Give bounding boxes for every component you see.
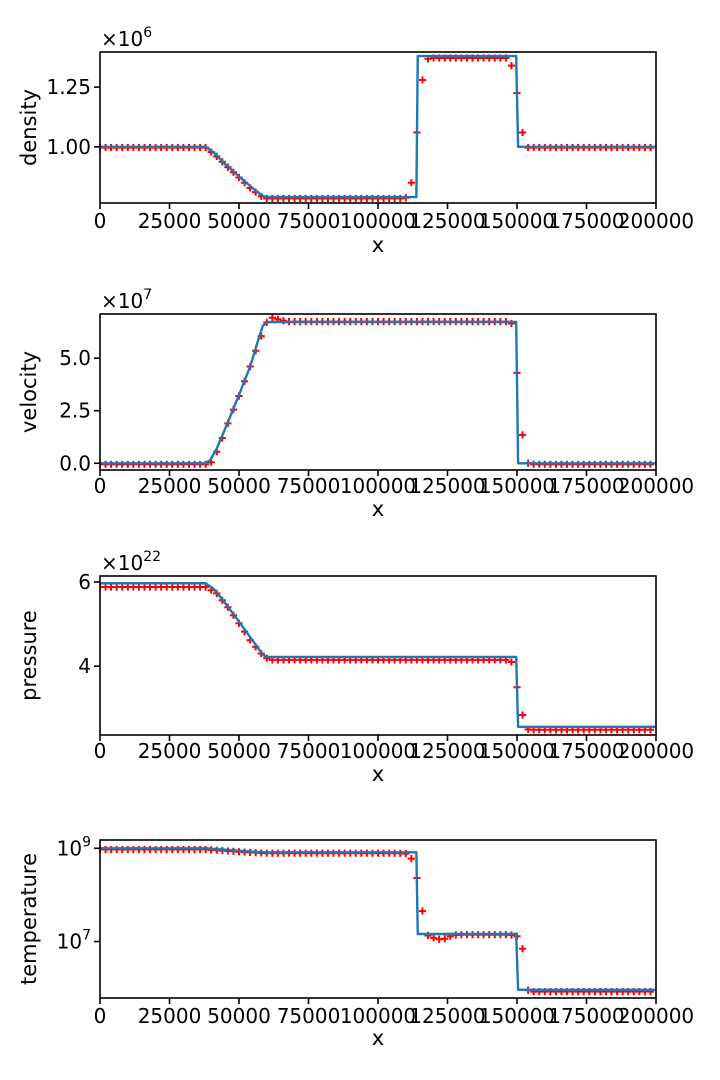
y-tick-label: 107: [57, 928, 91, 954]
x-tick-label: 200000: [618, 209, 694, 233]
y-tick-label: 1.25: [46, 75, 91, 99]
analytic-line: [100, 582, 656, 728]
x-tick-label: 50000: [207, 1004, 271, 1028]
x-tick-label: 25000: [138, 474, 202, 498]
y-tick-label: 5.0: [59, 346, 91, 370]
velocity-plot: 0 25000 50000 75000 100000125000150000175000…: [17, 287, 694, 521]
x-tick-label: 125000: [409, 474, 485, 498]
x-tick-label: 150000: [479, 1004, 555, 1028]
x-axis-label: x: [372, 762, 384, 786]
x-tick-label: 175000: [548, 1004, 624, 1028]
pressure-plot: 0 25000 50000 75000 100000125000150000175000…: [17, 549, 694, 786]
x-tick-label: 150000: [479, 739, 555, 763]
x-axis-label: x: [372, 497, 384, 521]
x-tick-label: 200000: [618, 739, 694, 763]
x-tick-label: 200000: [618, 474, 694, 498]
analytic-line: [100, 54, 656, 199]
x-tick-label: 100000: [340, 474, 416, 498]
x-tick-label: 50000: [207, 739, 271, 763]
simulation-markers: [100, 54, 655, 203]
y-tick-label: 2.5: [59, 399, 91, 423]
x-tick-label: 75000: [277, 209, 341, 233]
x-tick-label: 0: [94, 1004, 107, 1028]
x-tick-label: 50000: [207, 474, 271, 498]
y-axis-label: density: [17, 89, 41, 166]
axis-offset-label: ×107: [101, 287, 152, 313]
density-plot: 0 25000 50000 75000 100000125000150000175000…: [17, 25, 694, 257]
axis-offset-label: ×106: [101, 25, 152, 51]
velocity-chart: 0 25000 50000 75000 100000 125000 150000 175000…: [0, 270, 720, 540]
x-tick-label: 100000: [340, 209, 416, 233]
simulation-markers: [100, 845, 655, 996]
x-tick-label: 125000: [409, 1004, 485, 1028]
x-tick-label: 0: [94, 209, 107, 233]
x-tick-label: 150000: [479, 209, 555, 233]
axes-frame: [99, 839, 657, 999]
x-tick-label: 150000: [479, 474, 555, 498]
x-tick-label: 0: [94, 474, 107, 498]
axes-frame: [99, 575, 657, 736]
simulation-markers: [100, 583, 655, 734]
axes-frame: [99, 51, 657, 204]
axis-offset-label: ×1022: [101, 549, 161, 575]
temperature-plot: 0 25000 50000 75000 100000125000150000175000…: [17, 834, 694, 1050]
y-tick-label: 109: [57, 834, 91, 860]
x-tick-label: 175000: [548, 474, 624, 498]
y-tick-label: 6: [78, 570, 91, 594]
x-tick-label: 50000: [207, 209, 271, 233]
simulation-markers: [100, 314, 655, 468]
x-tick-label: 0: [94, 739, 107, 763]
x-tick-label: 25000: [138, 209, 202, 233]
x-tick-label: 100000: [340, 739, 416, 763]
y-axis-label: temperature: [17, 853, 41, 985]
x-tick-label: 200000: [618, 1004, 694, 1028]
temperature-chart: 0 25000 50000 75000 100000 125000 150000 175000…: [0, 810, 720, 1080]
analytic-line: [100, 847, 656, 992]
y-tick-label: 4: [78, 654, 91, 678]
x-tick-label: 125000: [409, 739, 485, 763]
x-axis-label: x: [372, 233, 384, 257]
y-tick-label: 1.00: [46, 135, 91, 159]
y-axis-label: pressure: [17, 610, 41, 701]
x-tick-label: 25000: [138, 1004, 202, 1028]
x-tick-label: 175000: [548, 739, 624, 763]
x-tick-label: 125000: [409, 209, 485, 233]
x-tick-label: 25000: [138, 739, 202, 763]
pressure-chart: 0 25000 50000 75000 100000 125000 150000 175000…: [0, 540, 720, 810]
x-tick-label: 75000: [277, 1004, 341, 1028]
x-axis-label: x: [372, 1026, 384, 1050]
axes-frame: [99, 313, 657, 471]
x-tick-label: 100000: [340, 1004, 416, 1028]
x-tick-label: 75000: [277, 474, 341, 498]
y-tick-label: 0.0: [59, 451, 91, 475]
x-tick-label: 75000: [277, 739, 341, 763]
density-chart: 0 25000 50000 75000 100000 125000 150000 175000…: [0, 0, 720, 270]
x-tick-label: 175000: [548, 209, 624, 233]
analytic-line: [100, 320, 656, 465]
y-axis-label: velocity: [17, 351, 41, 433]
